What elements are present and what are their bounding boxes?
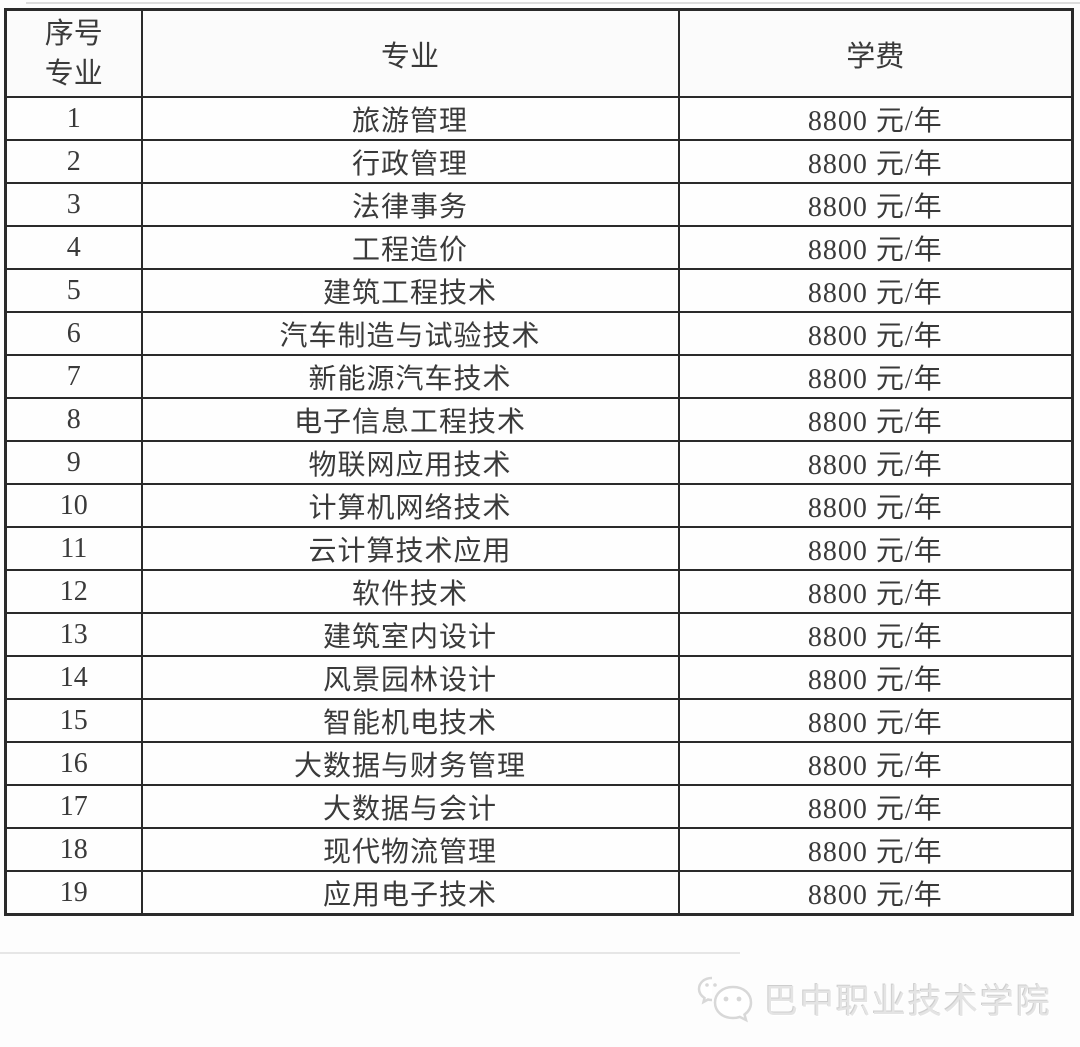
faint-top-divider: [26, 2, 1080, 4]
fee-value: 8800 元/年: [677, 569, 1074, 614]
major-name: 旅游管理: [140, 96, 680, 141]
major-name: 汽车制造与试验技术: [140, 311, 680, 356]
row-number: 15: [4, 698, 143, 743]
fee-value: 8800 元/年: [677, 397, 1074, 442]
major-name: 建筑室内设计: [140, 612, 680, 657]
header-index-line2: 专业: [44, 57, 103, 90]
major-name: 工程造价: [140, 225, 680, 270]
major-name: 法律事务: [140, 182, 680, 227]
major-name: 大数据与会计: [140, 784, 680, 829]
watermark: 巴中职业技术学院: [696, 974, 1052, 1023]
row-number: 13: [4, 612, 143, 657]
header-cell-index: 序号 专业: [4, 8, 143, 98]
major-name: 行政管理: [140, 139, 680, 184]
fee-value: 8800 元/年: [677, 182, 1074, 227]
row-number: 4: [4, 225, 143, 270]
table-row: 15 智能机电技术 8800 元/年: [4, 698, 1074, 743]
table-row: 9 物联网应用技术 8800 元/年: [4, 440, 1074, 485]
row-number: 14: [4, 655, 143, 700]
fee-value: 8800 元/年: [677, 268, 1074, 313]
table-row: 16 大数据与财务管理 8800 元/年: [4, 741, 1074, 786]
table-row: 10 计算机网络技术 8800 元/年: [4, 483, 1074, 528]
table-row: 8 电子信息工程技术 8800 元/年: [4, 397, 1074, 442]
table-row: 12 软件技术 8800 元/年: [4, 569, 1074, 614]
row-number: 3: [4, 182, 143, 227]
row-number: 19: [4, 870, 143, 916]
fee-value: 8800 元/年: [677, 827, 1074, 872]
header-cell-major: 专业: [140, 8, 680, 98]
row-number: 12: [4, 569, 143, 614]
table-row: 5 建筑工程技术 8800 元/年: [4, 268, 1074, 313]
table-row: 17 大数据与会计 8800 元/年: [4, 784, 1074, 829]
fee-value: 8800 元/年: [677, 440, 1074, 485]
row-number: 7: [4, 354, 143, 399]
table-row: 7 新能源汽车技术 8800 元/年: [4, 354, 1074, 399]
major-name: 软件技术: [140, 569, 680, 614]
major-name: 应用电子技术: [140, 870, 680, 916]
header-cell-fee: 学费: [677, 8, 1074, 98]
row-number: 9: [4, 440, 143, 485]
row-number: 8: [4, 397, 143, 442]
row-number: 11: [4, 526, 143, 571]
table-row: 2 行政管理 8800 元/年: [4, 139, 1074, 184]
table-row: 11 云计算技术应用 8800 元/年: [4, 526, 1074, 571]
row-number: 17: [4, 784, 143, 829]
fee-value: 8800 元/年: [677, 139, 1074, 184]
row-number: 1: [4, 96, 143, 141]
table-row: 4 工程造价 8800 元/年: [4, 225, 1074, 270]
table-row: 14 风景园林设计 8800 元/年: [4, 655, 1074, 700]
fee-value: 8800 元/年: [677, 870, 1074, 916]
major-name: 新能源汽车技术: [140, 354, 680, 399]
tuition-fee-table: 序号 专业 专业 学费 1 旅游管理 8800 元/年 2 行政管理 8800 …: [4, 8, 1074, 916]
row-number: 10: [4, 483, 143, 528]
row-number: 2: [4, 139, 143, 184]
table-row: 13 建筑室内设计 8800 元/年: [4, 612, 1074, 657]
fee-value: 8800 元/年: [677, 311, 1074, 356]
row-number: 5: [4, 268, 143, 313]
row-number: 6: [4, 311, 143, 356]
table-row: 18 现代物流管理 8800 元/年: [4, 827, 1074, 872]
major-name: 风景园林设计: [140, 655, 680, 700]
row-number: 18: [4, 827, 143, 872]
fee-value: 8800 元/年: [677, 655, 1074, 700]
header-index-line1: 序号: [44, 17, 103, 50]
major-name: 电子信息工程技术: [140, 397, 680, 442]
table-row: 3 法律事务 8800 元/年: [4, 182, 1074, 227]
major-name: 大数据与财务管理: [140, 741, 680, 786]
fee-value: 8800 元/年: [677, 225, 1074, 270]
major-name: 智能机电技术: [140, 698, 680, 743]
table-row: 19 应用电子技术 8800 元/年: [4, 870, 1074, 916]
watermark-text: 巴中职业技术学院: [764, 983, 1052, 1021]
major-name: 计算机网络技术: [140, 483, 680, 528]
wechat-icon: [696, 975, 756, 1023]
fee-value: 8800 元/年: [677, 698, 1074, 743]
table-row: 1 旅游管理 8800 元/年: [4, 96, 1074, 141]
row-number: 16: [4, 741, 143, 786]
fee-value: 8800 元/年: [677, 784, 1074, 829]
fee-value: 8800 元/年: [677, 96, 1074, 141]
fee-value: 8800 元/年: [677, 354, 1074, 399]
fee-value: 8800 元/年: [677, 526, 1074, 571]
major-name: 物联网应用技术: [140, 440, 680, 485]
table-row: 6 汽车制造与试验技术 8800 元/年: [4, 311, 1074, 356]
faint-bottom-divider: [0, 952, 740, 954]
table-header-row: 序号 专业 专业 学费: [4, 8, 1074, 98]
fee-value: 8800 元/年: [677, 741, 1074, 786]
major-name: 云计算技术应用: [140, 526, 680, 571]
major-name: 现代物流管理: [140, 827, 680, 872]
fee-value: 8800 元/年: [677, 483, 1074, 528]
major-name: 建筑工程技术: [140, 268, 680, 313]
fee-value: 8800 元/年: [677, 612, 1074, 657]
